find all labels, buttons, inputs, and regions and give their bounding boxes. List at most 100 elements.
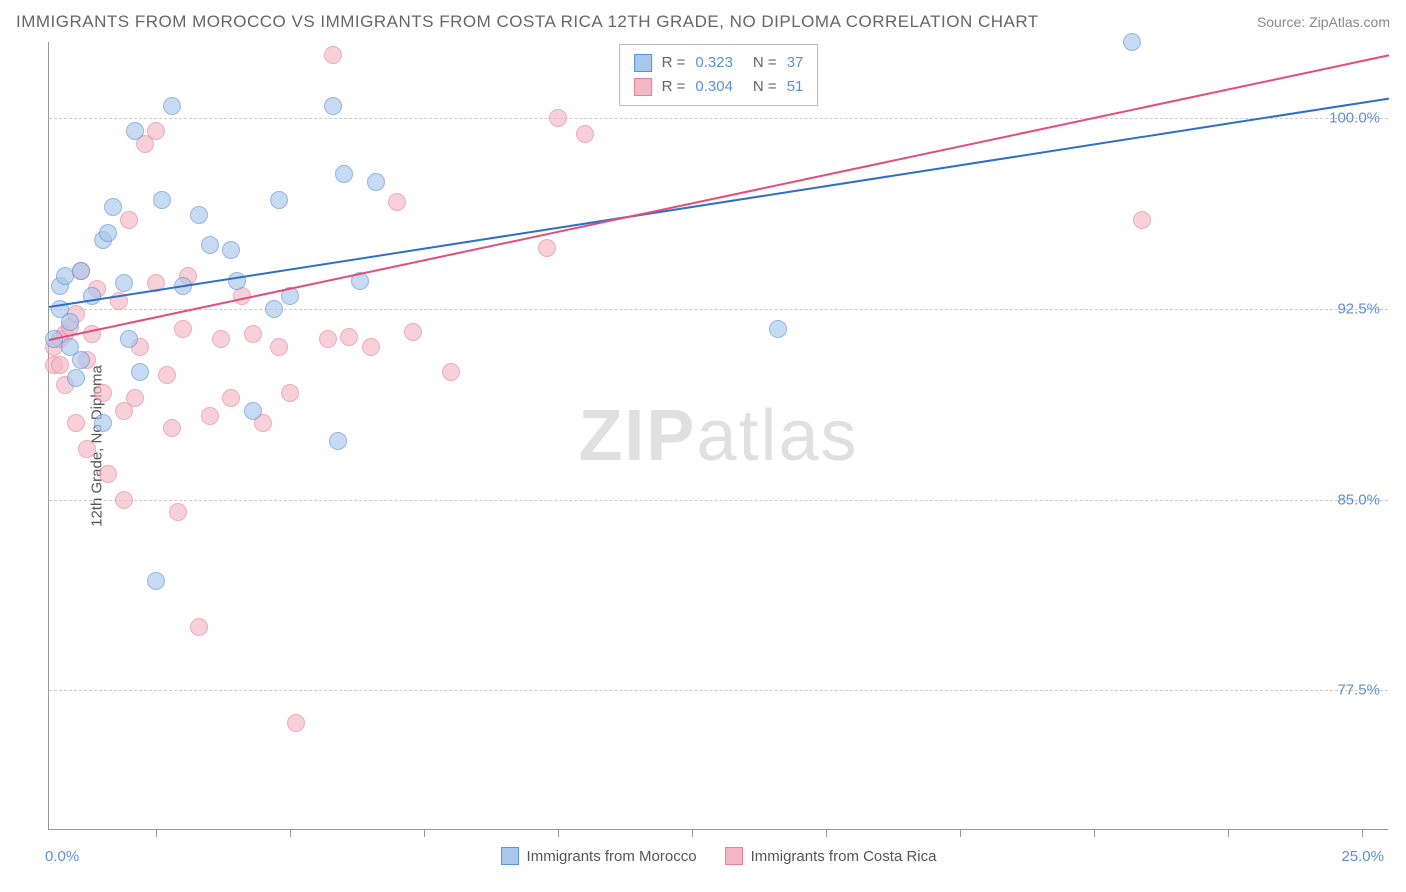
scatter-point bbox=[61, 313, 79, 331]
scatter-point bbox=[222, 389, 240, 407]
x-tick bbox=[692, 829, 693, 837]
legend-swatch-icon bbox=[634, 54, 652, 72]
scatter-point bbox=[244, 402, 262, 420]
legend-r-value: 0.323 bbox=[695, 51, 733, 75]
legend-n-label: N = bbox=[753, 51, 777, 75]
watermark-suffix: atlas bbox=[696, 396, 858, 476]
scatter-point bbox=[169, 503, 187, 521]
scatter-point bbox=[99, 465, 117, 483]
scatter-point bbox=[212, 330, 230, 348]
scatter-point bbox=[201, 236, 219, 254]
y-tick-label: 92.5% bbox=[1337, 300, 1380, 317]
x-tick bbox=[1362, 829, 1363, 837]
legend-series-label: Immigrants from Morocco bbox=[527, 848, 697, 865]
scatter-point bbox=[67, 414, 85, 432]
scatter-point bbox=[78, 440, 96, 458]
grid-line bbox=[49, 690, 1388, 691]
x-tick bbox=[1094, 829, 1095, 837]
scatter-point bbox=[120, 211, 138, 229]
scatter-point bbox=[174, 320, 192, 338]
scatter-point bbox=[769, 320, 787, 338]
x-axis-max-label: 25.0% bbox=[1341, 848, 1384, 865]
scatter-point bbox=[1123, 33, 1141, 51]
scatter-point bbox=[388, 193, 406, 211]
legend-n-value: 51 bbox=[787, 75, 804, 99]
scatter-point bbox=[94, 384, 112, 402]
scatter-point bbox=[576, 125, 594, 143]
legend-series-item: Immigrants from Costa Rica bbox=[725, 847, 937, 865]
scatter-point bbox=[115, 274, 133, 292]
legend-series-label: Immigrants from Costa Rica bbox=[751, 848, 937, 865]
scatter-point bbox=[287, 714, 305, 732]
scatter-point bbox=[120, 330, 138, 348]
scatter-point bbox=[404, 323, 422, 341]
watermark: ZIPatlas bbox=[578, 395, 858, 477]
scatter-point bbox=[442, 363, 460, 381]
legend-stats: R = 0.323 N = 37 R = 0.304 N = 51 bbox=[619, 44, 819, 106]
scatter-point bbox=[265, 300, 283, 318]
legend-r-value: 0.304 bbox=[695, 75, 733, 99]
grid-line bbox=[49, 500, 1388, 501]
scatter-point bbox=[67, 369, 85, 387]
legend-series: Immigrants from Morocco Immigrants from … bbox=[501, 847, 937, 865]
legend-swatch-icon bbox=[634, 78, 652, 96]
scatter-point bbox=[201, 407, 219, 425]
scatter-point bbox=[158, 366, 176, 384]
scatter-point bbox=[324, 46, 342, 64]
scatter-point bbox=[222, 241, 240, 259]
x-axis-min-label: 0.0% bbox=[45, 848, 79, 865]
scatter-point bbox=[228, 272, 246, 290]
scatter-point bbox=[270, 191, 288, 209]
scatter-point bbox=[72, 262, 90, 280]
scatter-point bbox=[147, 572, 165, 590]
scatter-point bbox=[270, 338, 288, 356]
scatter-point bbox=[83, 287, 101, 305]
scatter-point bbox=[190, 206, 208, 224]
scatter-point bbox=[163, 419, 181, 437]
scatter-point bbox=[51, 356, 69, 374]
scatter-point bbox=[367, 173, 385, 191]
scatter-chart-area: ZIPatlas R = 0.323 N = 37 R = 0.304 N = … bbox=[48, 42, 1388, 830]
legend-stats-row: R = 0.323 N = 37 bbox=[634, 51, 804, 75]
scatter-point bbox=[153, 191, 171, 209]
legend-n-label: N = bbox=[753, 75, 777, 99]
x-tick bbox=[156, 829, 157, 837]
y-tick-label: 100.0% bbox=[1329, 110, 1380, 127]
scatter-point bbox=[340, 328, 358, 346]
legend-n-value: 37 bbox=[787, 51, 804, 75]
scatter-point bbox=[1133, 211, 1151, 229]
scatter-point bbox=[126, 389, 144, 407]
scatter-point bbox=[538, 239, 556, 257]
scatter-point bbox=[131, 363, 149, 381]
legend-r-label: R = bbox=[662, 75, 686, 99]
trend-line bbox=[49, 98, 1389, 308]
scatter-point bbox=[335, 165, 353, 183]
x-tick bbox=[290, 829, 291, 837]
legend-swatch-icon bbox=[725, 847, 743, 865]
scatter-point bbox=[549, 109, 567, 127]
grid-line bbox=[49, 309, 1388, 310]
legend-r-label: R = bbox=[662, 51, 686, 75]
legend-series-item: Immigrants from Morocco bbox=[501, 847, 697, 865]
grid-line bbox=[49, 118, 1388, 119]
legend-stats-row: R = 0.304 N = 51 bbox=[634, 75, 804, 99]
scatter-point bbox=[104, 198, 122, 216]
chart-source: Source: ZipAtlas.com bbox=[1257, 14, 1390, 30]
scatter-point bbox=[126, 122, 144, 140]
scatter-point bbox=[329, 432, 347, 450]
y-tick-label: 85.0% bbox=[1337, 491, 1380, 508]
x-tick bbox=[826, 829, 827, 837]
x-tick bbox=[424, 829, 425, 837]
x-tick bbox=[1228, 829, 1229, 837]
scatter-point bbox=[244, 325, 262, 343]
x-tick bbox=[960, 829, 961, 837]
scatter-point bbox=[324, 97, 342, 115]
chart-header: IMMIGRANTS FROM MOROCCO VS IMMIGRANTS FR… bbox=[16, 8, 1390, 36]
scatter-point bbox=[163, 97, 181, 115]
y-tick-label: 77.5% bbox=[1337, 682, 1380, 699]
x-tick bbox=[558, 829, 559, 837]
scatter-point bbox=[362, 338, 380, 356]
chart-title: IMMIGRANTS FROM MOROCCO VS IMMIGRANTS FR… bbox=[16, 12, 1039, 32]
scatter-point bbox=[115, 491, 133, 509]
legend-swatch-icon bbox=[501, 847, 519, 865]
